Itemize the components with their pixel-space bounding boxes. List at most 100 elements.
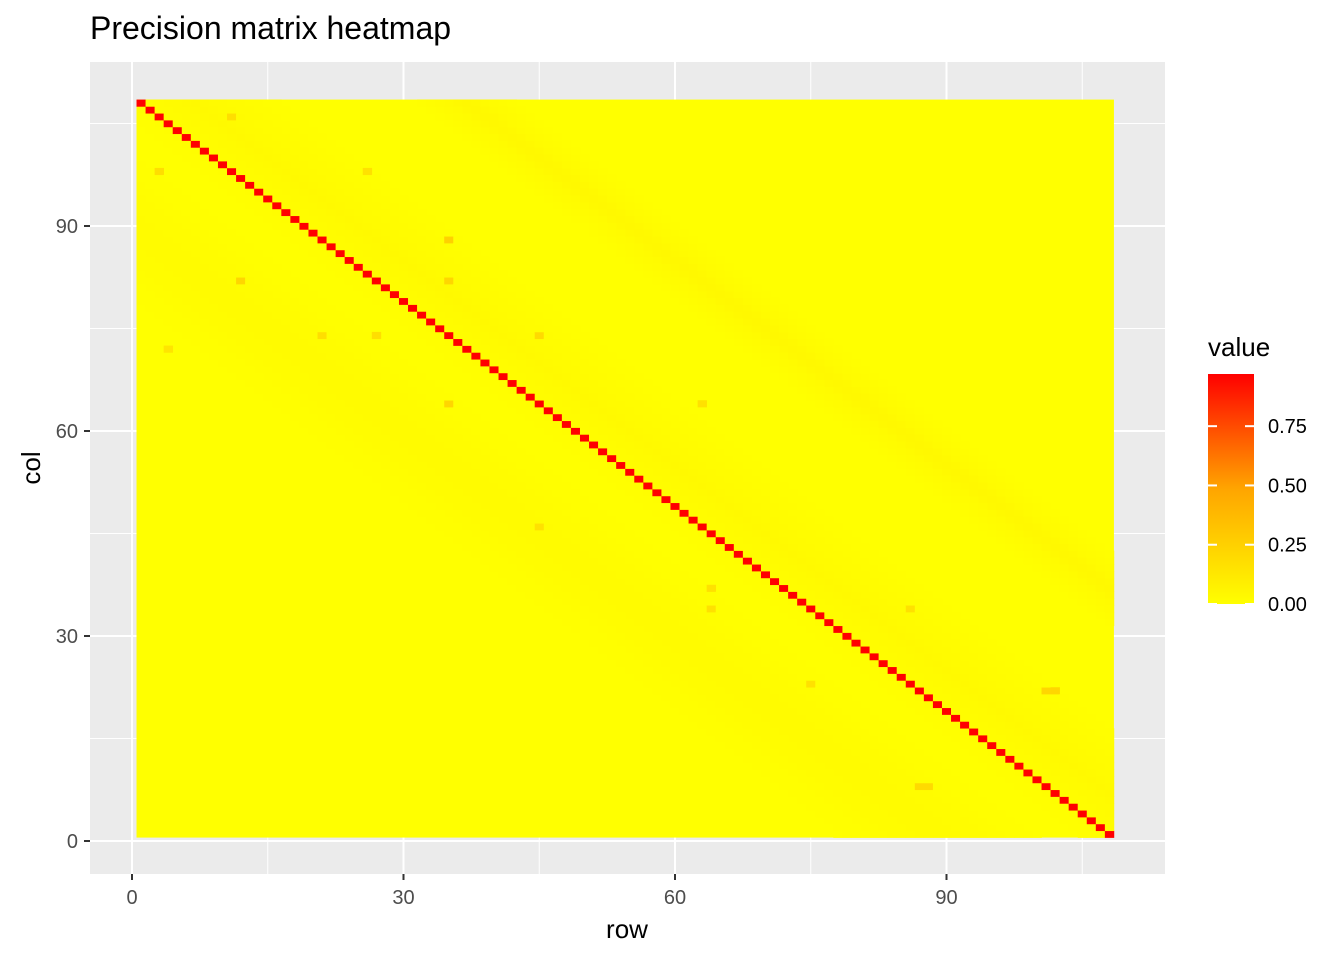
heatmap-cell [1104, 591, 1115, 599]
heatmap-cell [779, 721, 789, 729]
heatmap-cell [878, 577, 888, 586]
heatmap-cell [480, 113, 490, 121]
heatmap-cell [199, 263, 210, 271]
heatmap-cell [543, 502, 554, 510]
heatmap-cell [552, 366, 563, 374]
heatmap-cell [516, 120, 526, 128]
heatmap-cell [616, 434, 626, 442]
heatmap-cell [670, 243, 680, 251]
heatmap-cell [607, 591, 617, 599]
heatmap-cell [824, 591, 834, 599]
heatmap-cell [779, 536, 789, 545]
heatmap-cell [480, 543, 490, 551]
heatmap-cell [398, 441, 409, 449]
heatmap-cell [380, 400, 391, 408]
heatmap-cell [326, 147, 336, 155]
heatmap-cell [217, 284, 228, 292]
heatmap-cell [362, 359, 373, 367]
heatmap-cell [679, 523, 689, 531]
heatmap-cell [444, 331, 454, 340]
heatmap-cell [272, 195, 282, 203]
heatmap-cell [797, 700, 807, 709]
heatmap-cell [706, 680, 717, 688]
heatmap-cell [435, 400, 445, 408]
heatmap-cell [498, 571, 508, 579]
heatmap-cell [1041, 776, 1051, 784]
heatmap-cell [1059, 782, 1069, 791]
heatmap-cell [1041, 564, 1051, 572]
heatmap-cell [344, 448, 355, 456]
heatmap-cell [190, 154, 201, 162]
heatmap-cell [1014, 735, 1024, 743]
heatmap-cell [770, 325, 780, 333]
heatmap-cell [688, 577, 698, 586]
heatmap-cell [851, 735, 861, 743]
heatmap-cell [1077, 755, 1088, 763]
heatmap-cell [878, 755, 888, 763]
heatmap-cell [643, 249, 653, 258]
heatmap-cell [272, 113, 282, 121]
heatmap-cell [507, 120, 517, 128]
heatmap-cell [462, 536, 472, 545]
heatmap-cell [217, 113, 228, 121]
heatmap-cell [941, 707, 952, 715]
heatmap-cell [589, 372, 599, 381]
heatmap-cell [1059, 741, 1069, 750]
heatmap-cell [670, 407, 680, 415]
heatmap-cell [163, 304, 174, 312]
heatmap-cell [824, 687, 834, 695]
heatmap-cell [217, 311, 228, 319]
heatmap-cell [960, 468, 970, 476]
heatmap-cell [643, 427, 653, 435]
heatmap-cell [163, 318, 174, 326]
heatmap-cell [570, 434, 581, 442]
heatmap-cell [697, 694, 707, 702]
heatmap-cell [824, 755, 834, 763]
heatmap-cell [471, 270, 481, 278]
heatmap-cell [1014, 700, 1024, 709]
heatmap-cell [290, 284, 300, 292]
heatmap-cell [272, 174, 282, 182]
heatmap-cell [589, 202, 599, 210]
heatmap-cell [589, 420, 599, 428]
heatmap-cell [652, 413, 662, 422]
heatmap-cell [996, 728, 1006, 736]
heatmap-cell [851, 536, 861, 545]
heatmap-cell [272, 393, 282, 401]
heatmap-cell [227, 181, 237, 189]
heatmap-cell [625, 427, 635, 435]
heatmap-cell [978, 700, 988, 709]
heatmap-cell [380, 393, 391, 401]
heatmap-cell [643, 222, 653, 230]
heatmap-cell [272, 311, 282, 319]
heatmap-cell [824, 379, 834, 387]
heatmap-cell [905, 755, 916, 763]
heatmap-cell [797, 680, 807, 688]
heatmap-cell [960, 728, 970, 736]
heatmap-cell [770, 509, 780, 517]
heatmap-cell [598, 393, 608, 401]
heatmap-cell [951, 823, 961, 832]
heatmap-cell [815, 379, 825, 387]
heatmap-cell [480, 482, 490, 490]
heatmap-cell [398, 461, 409, 469]
heatmap-cell [806, 345, 816, 353]
heatmap-cell [625, 523, 635, 531]
heatmap-cell [489, 345, 499, 353]
heatmap-cell [715, 448, 726, 456]
heatmap-cell [299, 202, 309, 210]
heatmap-cell [1005, 475, 1015, 483]
heatmap-cell [951, 639, 961, 647]
heatmap-cell [869, 427, 879, 435]
heatmap-cell [353, 454, 364, 463]
heatmap-cell [236, 372, 246, 381]
heatmap-cell [426, 222, 436, 230]
heatmap-cell [634, 612, 644, 620]
heatmap-cell [516, 297, 526, 305]
heatmap-cell [543, 133, 554, 141]
heatmap-cell [163, 140, 174, 148]
heatmap-cell [589, 564, 599, 572]
heatmap-cell [426, 290, 436, 299]
heatmap-cell [1068, 714, 1079, 722]
heatmap-cell [598, 236, 608, 244]
